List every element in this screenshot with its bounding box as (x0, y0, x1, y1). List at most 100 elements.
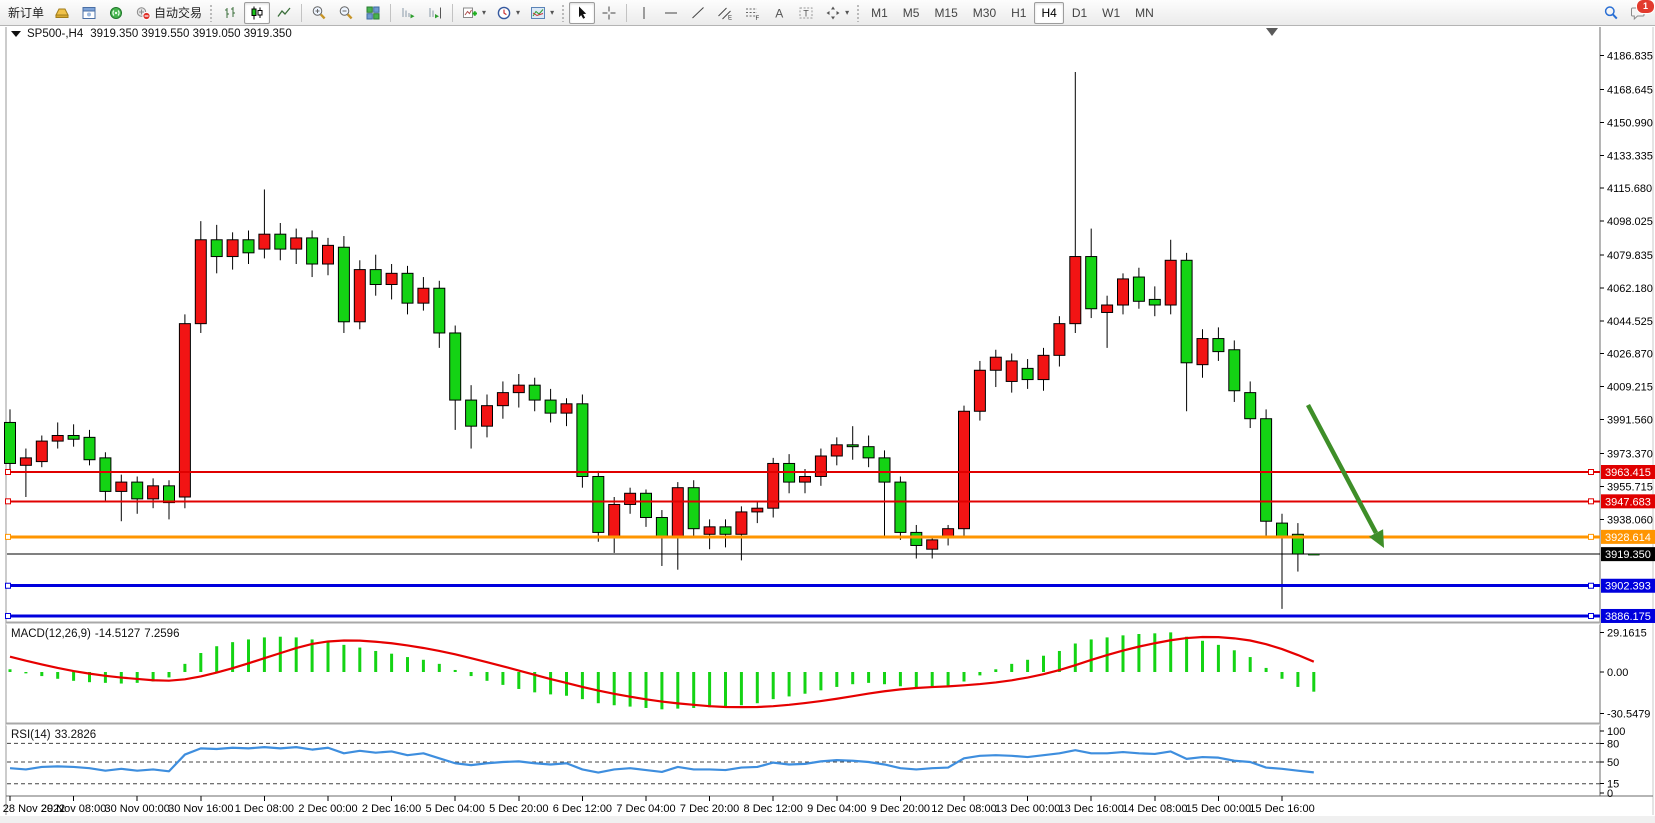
time-tick-label: 14 Dec 08:00 (1122, 803, 1187, 815)
candle (67, 424, 80, 447)
arrows-tool-button[interactable]: ▾ (820, 2, 853, 24)
macd-tick-label: 29.1615 (1607, 627, 1647, 639)
vertical-line-tool-button[interactable] (631, 2, 657, 24)
candle (178, 314, 191, 509)
candle (99, 452, 112, 501)
cursor-icon (579, 6, 587, 19)
candle (1196, 329, 1209, 378)
trend-arrow-annotation[interactable] (1306, 403, 1384, 548)
search-button[interactable] (1598, 2, 1624, 24)
zoom-in-icon (312, 5, 326, 19)
tile-windows-button[interactable] (360, 2, 386, 24)
new-chart-button[interactable]: ▾ (457, 2, 490, 24)
strategy-tester-button[interactable] (103, 2, 129, 24)
line-chart-button[interactable] (271, 2, 297, 24)
template-button[interactable]: ▾ (525, 2, 558, 24)
timeframe-button-m1[interactable]: M1 (871, 5, 888, 20)
level-line-handle[interactable] (5, 469, 11, 475)
auto-scroll-button[interactable] (395, 2, 421, 24)
horizontal-level-line[interactable]: 3947.683 (5, 494, 1655, 509)
candlestick-chart-icon (251, 6, 263, 19)
market-watch-button[interactable] (49, 2, 75, 24)
candle (4, 409, 16, 471)
level-line-handle[interactable] (5, 498, 11, 505)
autotrading-icon (136, 6, 151, 20)
timeframe-button-w1[interactable]: W1 (1102, 5, 1121, 20)
cursor-tool-button[interactable] (569, 1, 596, 24)
svg-text:E: E (728, 15, 732, 21)
level-line-handle[interactable] (1588, 498, 1594, 505)
level-line-handle[interactable] (1588, 533, 1594, 540)
candle (1085, 228, 1098, 319)
candle (51, 422, 64, 449)
level-line-handle[interactable] (5, 582, 11, 589)
candlestick-chart-button[interactable] (244, 1, 271, 24)
candle (274, 222, 287, 261)
bar-chart-button[interactable] (217, 2, 243, 24)
timeframe-button-h4[interactable]: H4 (1034, 1, 1064, 24)
trendline-icon (692, 6, 704, 18)
candle (449, 325, 462, 430)
candle (496, 381, 509, 419)
data-window-button[interactable] (76, 2, 102, 24)
time-tick-label: 9 Dec 20:00 (871, 803, 930, 815)
rsi-tick-label: 0 (1607, 788, 1613, 800)
candle (1005, 353, 1018, 393)
timeframe-button-m15[interactable]: M15 (934, 5, 958, 20)
market-watch-icon (55, 8, 69, 18)
fibonacci-tool-button[interactable]: F (739, 2, 765, 24)
notifications-button[interactable]: 1 (1625, 0, 1655, 24)
trendline-tool-button[interactable] (685, 2, 711, 24)
timeframe-toolbar: M1 M5 M15 M30 H1 H4 D1 W1 MN (864, 1, 1161, 24)
candle (1117, 273, 1129, 315)
rsi-line (9, 746, 1314, 774)
candle (1244, 381, 1257, 429)
toolbar-grip (561, 3, 567, 22)
zoom-out-button[interactable] (333, 2, 359, 24)
autotrading-button[interactable]: 自动交易 (130, 2, 206, 24)
text-icon: A (775, 6, 783, 20)
horizontal-level-line[interactable]: 3963.415 (5, 465, 1655, 479)
timeframe-button-h1[interactable]: H1 (1011, 5, 1027, 20)
timeframe-button-m30[interactable]: M30 (972, 5, 997, 20)
chart-shift-marker[interactable] (1266, 28, 1278, 36)
price-tick-label: 3955.715 (1607, 481, 1653, 493)
horizontal-level-line[interactable]: 3902.393 (5, 578, 1655, 593)
horizontal-level-line[interactable]: 3886.175 (5, 608, 1655, 623)
new-order-button[interactable]: 新订单 (4, 2, 48, 24)
toolbar-separator (626, 3, 628, 22)
candle (258, 189, 271, 259)
level-line-handle[interactable] (1588, 469, 1594, 475)
clock-icon (497, 6, 511, 19)
text-tool-button[interactable]: A (766, 2, 792, 24)
timeframe-button-d1[interactable]: D1 (1071, 5, 1088, 20)
one-click-trading-toggle[interactable] (11, 31, 21, 37)
rsi-tick-label: 50 (1607, 757, 1619, 769)
channel-tool-button[interactable]: E (712, 2, 738, 24)
auto-scroll-icon (402, 7, 415, 18)
horizontal-level-line[interactable]: 3928.614 (5, 529, 1655, 544)
candle (1053, 316, 1066, 367)
candle (878, 450, 891, 537)
candle (592, 470, 605, 542)
candle (1148, 286, 1161, 317)
level-line-handle[interactable] (5, 612, 11, 619)
candle (401, 265, 414, 315)
zoom-in-button[interactable] (306, 2, 332, 24)
crosshair-tool-button[interactable] (596, 2, 622, 24)
timeframe-button-mn[interactable]: MN (1135, 5, 1154, 20)
level-line-handle[interactable] (1588, 612, 1594, 619)
level-line-handle[interactable] (1588, 582, 1594, 589)
text-label-tool-button[interactable]: T (793, 2, 819, 24)
chart-plot-area[interactable] (7, 27, 1600, 621)
status-strip (0, 816, 1655, 823)
time-tick-label: 30 Nov 00:00 (104, 803, 169, 815)
period-button[interactable]: ▾ (491, 2, 524, 24)
horizontal-line-tool-button[interactable] (658, 2, 684, 24)
chart-shift-button[interactable] (422, 2, 448, 24)
timeframe-button-m5[interactable]: M5 (902, 5, 920, 20)
time-tick-label: 8 Dec 12:00 (744, 803, 803, 815)
candle (194, 221, 207, 333)
level-line-handle[interactable] (5, 533, 11, 540)
current-price-line[interactable]: 3919.350 (7, 547, 1655, 562)
